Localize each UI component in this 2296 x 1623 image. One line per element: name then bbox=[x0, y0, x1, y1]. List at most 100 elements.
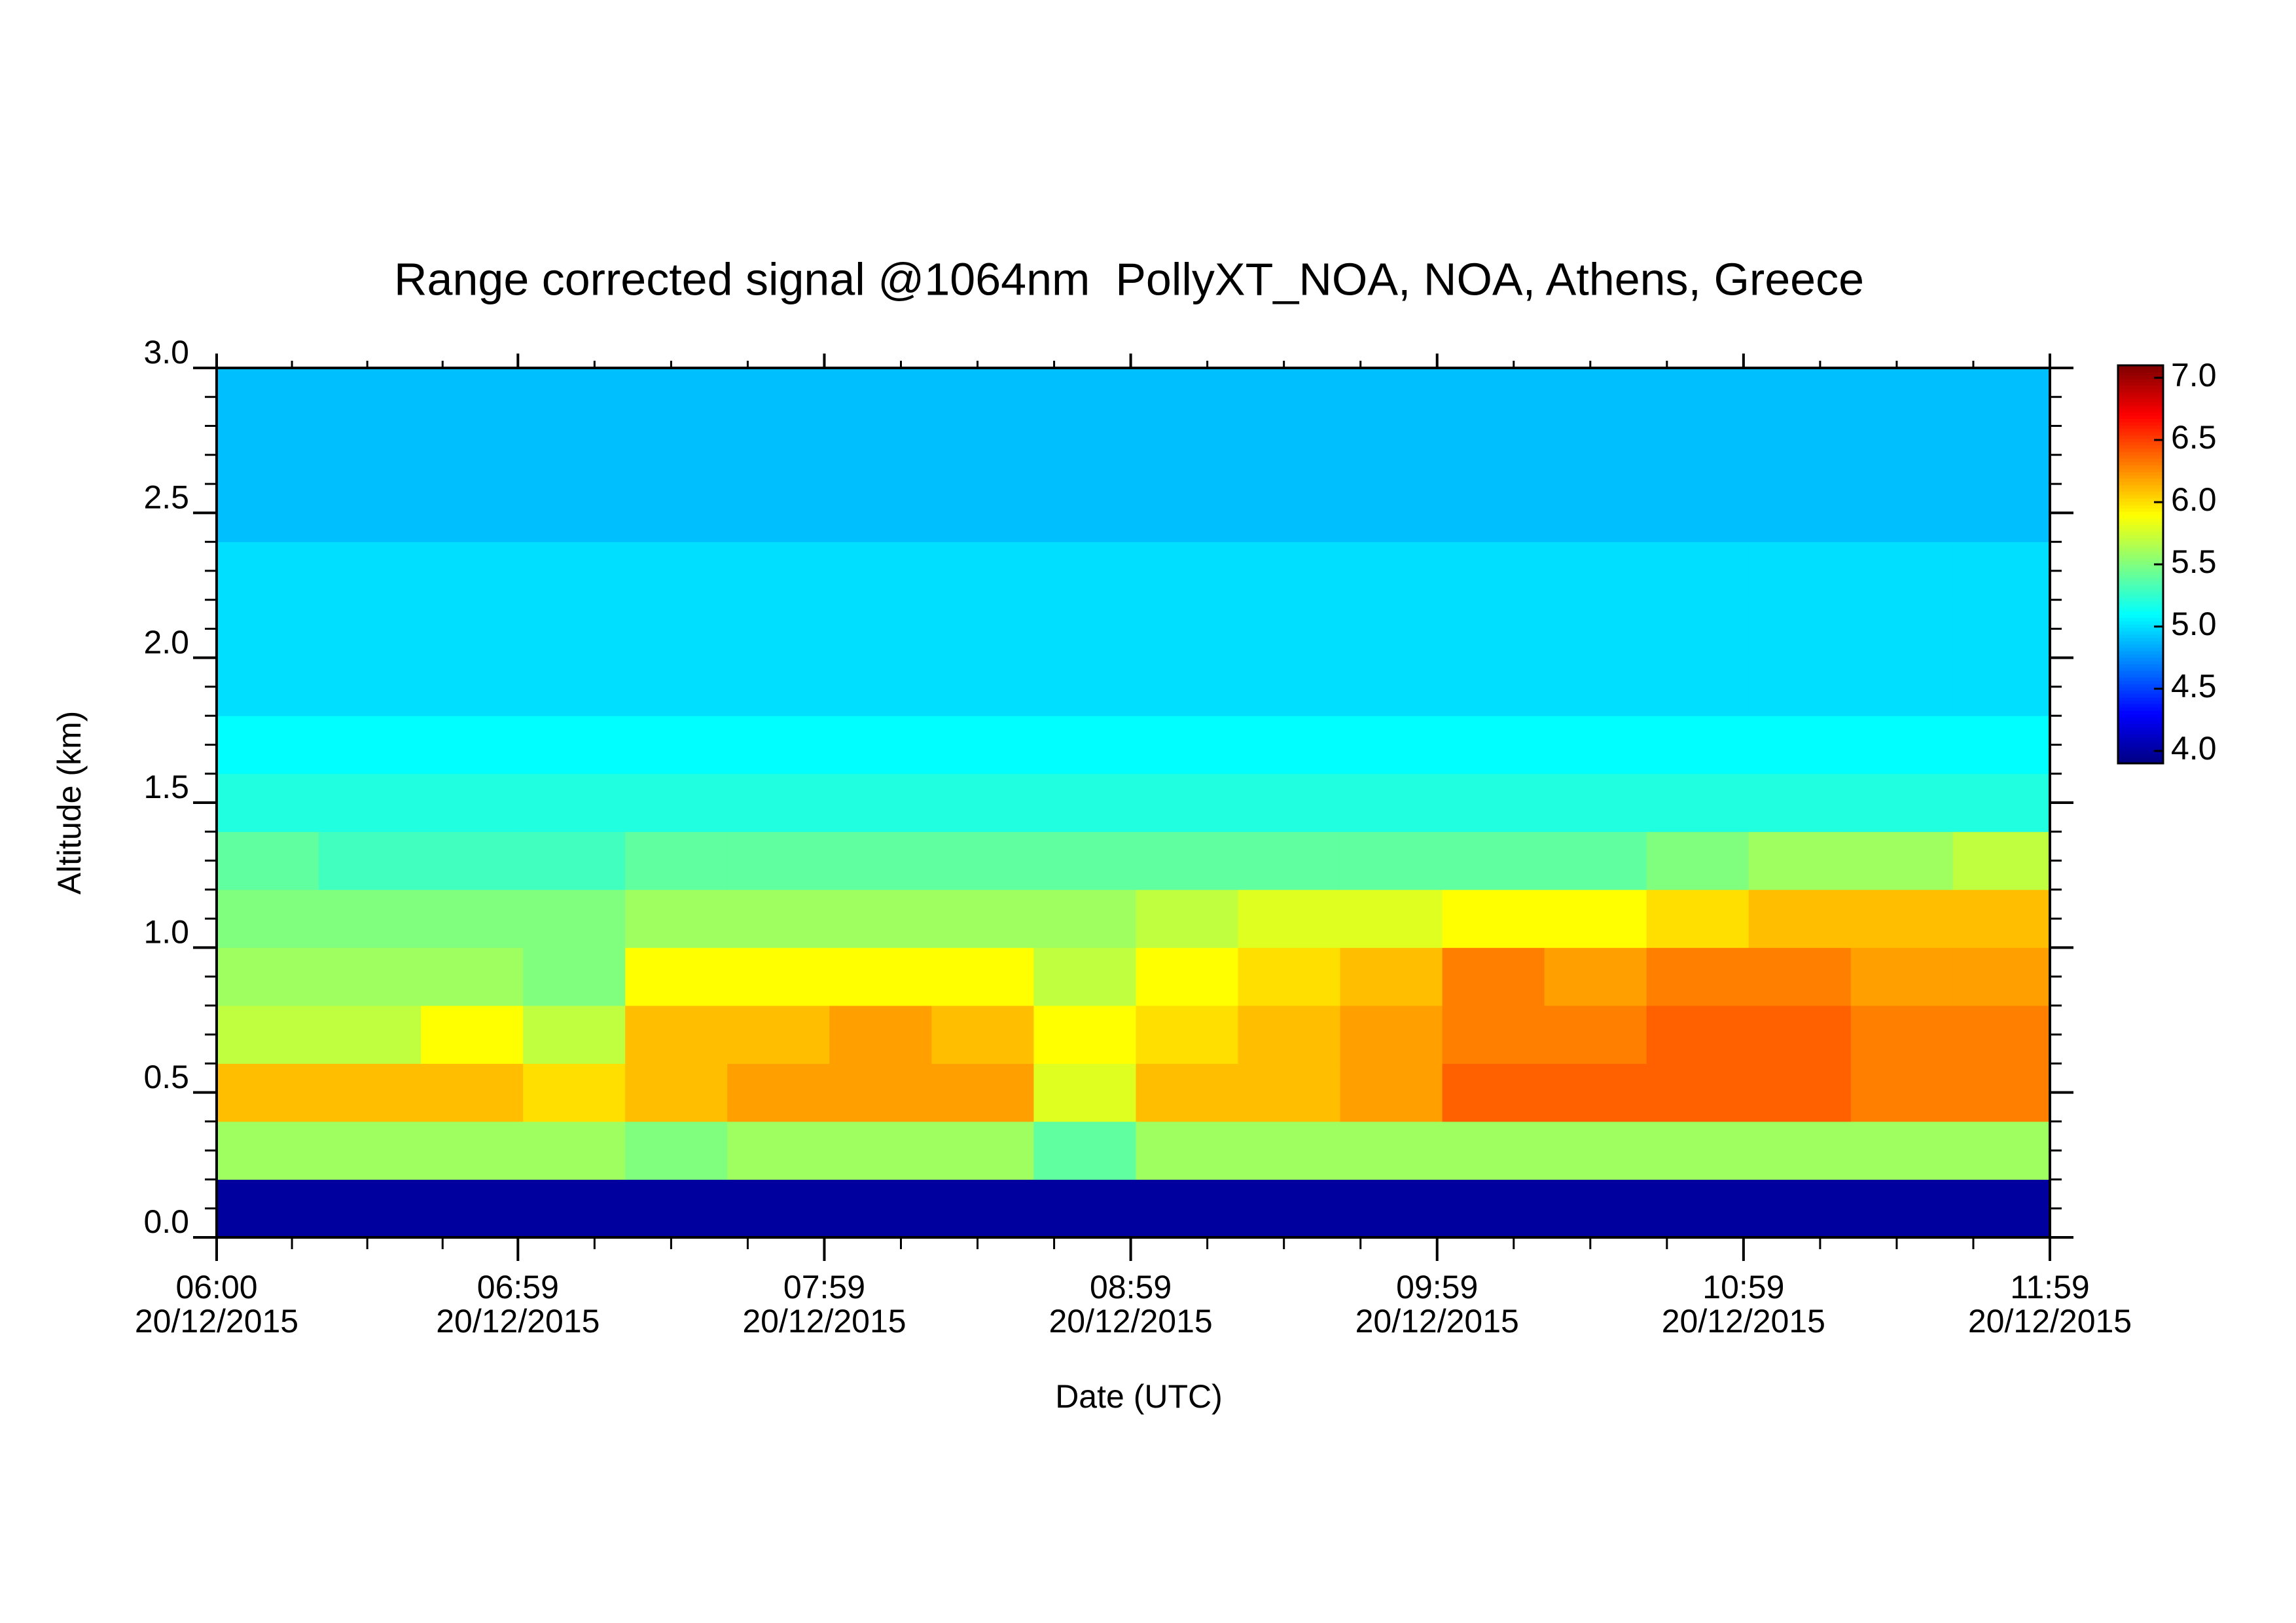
colorbar-step bbox=[2118, 382, 2163, 386]
heatmap-cell bbox=[931, 1005, 1034, 1064]
heatmap-cell bbox=[217, 1121, 319, 1180]
heatmap-cell bbox=[931, 947, 1034, 1006]
heatmap-cell bbox=[1952, 1121, 2051, 1180]
heatmap-cell bbox=[1748, 1121, 1852, 1180]
colorbar-step bbox=[2118, 591, 2163, 595]
heatmap-cell bbox=[625, 1063, 728, 1122]
heatmap-cell bbox=[421, 1121, 524, 1180]
colorbar-step bbox=[2118, 664, 2163, 668]
heatmap-cell bbox=[1238, 541, 1340, 600]
heatmap-cell bbox=[1340, 1063, 1443, 1122]
heatmap-cell bbox=[1646, 484, 1749, 543]
heatmap-cell bbox=[1340, 657, 1443, 716]
heatmap-cell bbox=[1544, 600, 1647, 659]
heatmap-cell bbox=[421, 600, 524, 659]
heatmap-cell bbox=[1136, 831, 1238, 890]
heatmap-cell bbox=[1748, 1179, 1852, 1238]
heatmap-cell bbox=[421, 541, 524, 600]
colorbar-step bbox=[2118, 684, 2163, 688]
colorbar-step bbox=[2118, 428, 2163, 433]
colorbar-step bbox=[2118, 571, 2163, 575]
colorbar-step bbox=[2118, 756, 2163, 761]
heatmap-cell bbox=[829, 484, 932, 543]
heatmap-cell bbox=[1136, 947, 1238, 1006]
heatmap-cell bbox=[319, 368, 422, 427]
colorbar-step bbox=[2118, 587, 2163, 592]
colorbar-step bbox=[2118, 425, 2163, 429]
heatmap-cell bbox=[319, 426, 422, 484]
heatmap-cell bbox=[1442, 657, 1545, 716]
heatmap-cell bbox=[421, 831, 524, 890]
heatmap-cell bbox=[931, 657, 1034, 716]
heatmap-cell bbox=[421, 426, 524, 484]
heatmap-cell bbox=[1340, 1179, 1443, 1238]
heatmap-cell bbox=[829, 947, 932, 1006]
heatmap-cell bbox=[523, 1005, 626, 1064]
colorbar-step bbox=[2118, 538, 2163, 542]
colorbar-step bbox=[2118, 693, 2163, 698]
heatmap-cell bbox=[1646, 716, 1749, 775]
x-axis-label: Date (UTC) bbox=[1055, 1378, 1223, 1415]
heatmap-cell bbox=[727, 831, 830, 890]
colorbar-step bbox=[2118, 614, 2163, 618]
y-tick-label: 1.5 bbox=[143, 769, 189, 805]
x-tick-label: 20/12/2015 bbox=[436, 1303, 600, 1340]
colorbar-step bbox=[2118, 388, 2163, 393]
heatmap-cell bbox=[829, 368, 932, 427]
heatmap-cell bbox=[1442, 484, 1545, 543]
colorbar-step bbox=[2118, 547, 2163, 552]
heatmap-cell bbox=[1646, 1121, 1749, 1180]
heatmap-cell bbox=[523, 947, 626, 1006]
colorbar-step bbox=[2118, 521, 2163, 525]
heatmap-cell bbox=[1238, 1063, 1340, 1122]
heatmap-cell bbox=[829, 1063, 932, 1122]
heatmap-cell bbox=[1646, 831, 1749, 890]
colorbar-step bbox=[2118, 494, 2163, 499]
heatmap-cell bbox=[1442, 947, 1545, 1006]
colorbar-tick-label: 4.0 bbox=[2171, 730, 2217, 767]
heatmap-cell bbox=[1544, 368, 1647, 427]
colorbar-step bbox=[2118, 703, 2163, 708]
heatmap-cell bbox=[1340, 1005, 1443, 1064]
heatmap-cell bbox=[1442, 831, 1545, 890]
colorbar-step bbox=[2118, 746, 2163, 751]
colorbar-step bbox=[2118, 458, 2163, 462]
heatmap-cell bbox=[829, 657, 932, 716]
heatmap-cell bbox=[523, 831, 626, 890]
heatmap-cell bbox=[523, 484, 626, 543]
colorbar-step bbox=[2118, 454, 2163, 459]
x-tick-label: 20/12/2015 bbox=[1049, 1303, 1212, 1340]
heatmap-cell bbox=[625, 831, 728, 890]
heatmap-cell bbox=[1952, 947, 2051, 1006]
colorbar-step bbox=[2118, 727, 2163, 731]
heatmap-cell bbox=[1442, 773, 1545, 832]
colorbar-step bbox=[2118, 431, 2163, 436]
heatmap-cell bbox=[625, 716, 728, 775]
heatmap-cell bbox=[1238, 484, 1340, 543]
heatmap-cell bbox=[1033, 716, 1136, 775]
colorbar-step bbox=[2118, 723, 2163, 728]
heatmap-cell bbox=[1646, 1179, 1749, 1238]
colorbar-step bbox=[2118, 528, 2163, 532]
colorbar-step bbox=[2118, 660, 2163, 665]
heatmap-cell bbox=[1136, 426, 1238, 484]
colorbar-step bbox=[2118, 670, 2163, 674]
heatmap-cell bbox=[1442, 600, 1545, 659]
colorbar-step bbox=[2118, 753, 2163, 757]
heatmap-cell bbox=[1238, 1121, 1340, 1180]
heatmap-cell bbox=[727, 1005, 830, 1064]
heatmap-cell bbox=[1850, 541, 1954, 600]
colorbar-step bbox=[2118, 445, 2163, 449]
colorbar-step bbox=[2118, 733, 2163, 738]
colorbar-step bbox=[2118, 560, 2163, 565]
heatmap-cell bbox=[421, 1179, 524, 1238]
heatmap-cell bbox=[1748, 1063, 1852, 1122]
heatmap-cell bbox=[217, 1063, 319, 1122]
heatmap-cell bbox=[1033, 831, 1136, 890]
heatmap-cell bbox=[1544, 484, 1647, 543]
colorbar-step bbox=[2118, 415, 2163, 419]
colorbar-step bbox=[2118, 475, 2163, 479]
colorbar-step bbox=[2118, 369, 2163, 373]
heatmap-cell bbox=[829, 716, 932, 775]
heatmap-cell bbox=[1033, 1005, 1136, 1064]
